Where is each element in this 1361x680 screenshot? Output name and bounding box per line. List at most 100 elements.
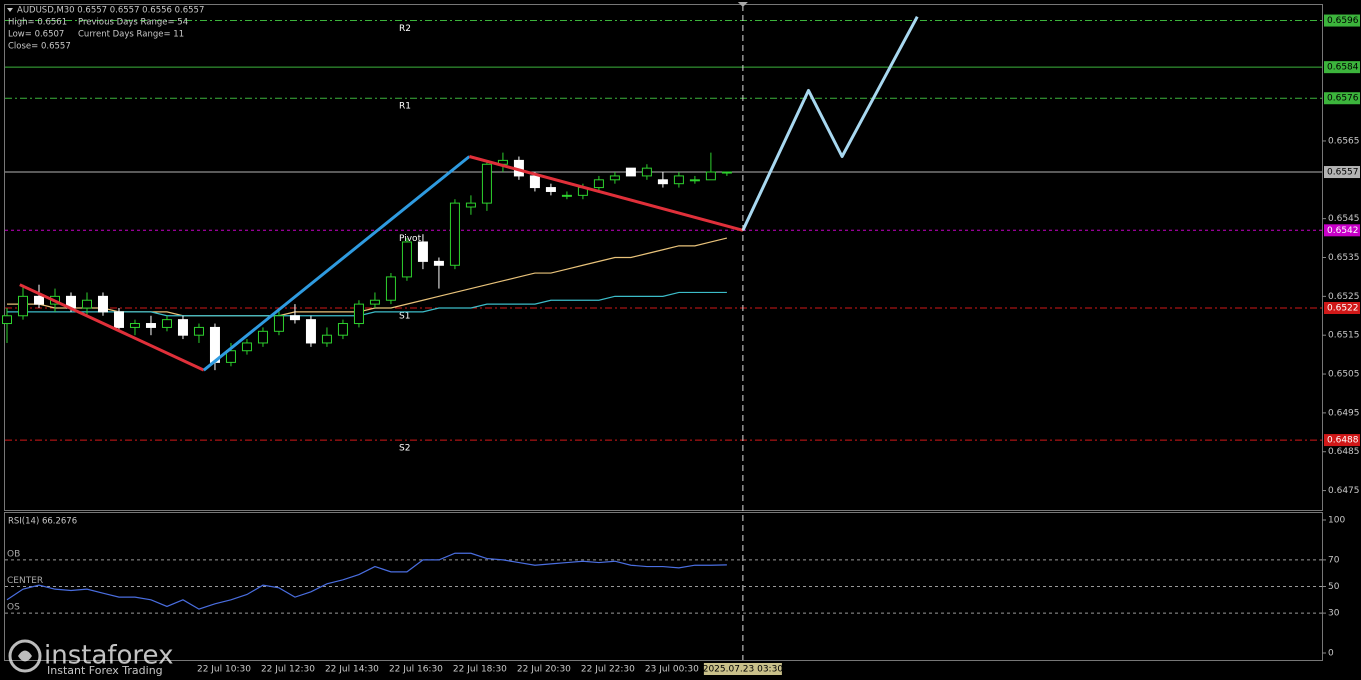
y-tick-label: 0.6565 xyxy=(1328,136,1360,146)
level-box xyxy=(1324,434,1360,447)
candle-body xyxy=(721,171,732,174)
level-name: S2 xyxy=(399,444,410,454)
logo-icon xyxy=(8,639,42,673)
y-tick-label: 0.6485 xyxy=(1328,447,1360,457)
candle-body xyxy=(97,295,108,313)
y-tick-label: 30 xyxy=(1328,609,1340,619)
level-box xyxy=(1324,224,1360,237)
candle-body xyxy=(193,326,204,336)
y-tick-label: 0 xyxy=(1328,649,1334,659)
candle-body xyxy=(673,175,684,185)
x-tick-label: 22 Jul 10:30 xyxy=(197,665,251,675)
candle-body xyxy=(145,323,156,328)
level-name: R1 xyxy=(399,102,411,112)
candle-body xyxy=(593,179,604,189)
info: Close= 0.6557 xyxy=(8,42,71,52)
candle-body xyxy=(529,175,540,189)
candle-body xyxy=(353,303,364,325)
y-tick-label: 0.6495 xyxy=(1328,408,1360,418)
candle-body xyxy=(241,342,252,352)
x-tick-label: 23 Jul 00:30 xyxy=(645,665,699,675)
candle-body xyxy=(337,323,348,336)
level-box xyxy=(1324,92,1360,105)
logo-icon xyxy=(18,650,32,662)
y-tick-label: 50 xyxy=(1328,582,1340,592)
level-name: Pivot xyxy=(399,234,422,244)
header-arrow xyxy=(7,8,13,12)
candle-body xyxy=(321,334,332,344)
y-tick-label: 0.6505 xyxy=(1328,370,1360,380)
level-label: 0.6596 xyxy=(1327,16,1359,26)
x-tick-label: 22 Jul 14:30 xyxy=(325,665,379,675)
trendline xyxy=(468,155,744,232)
candle-body xyxy=(257,330,268,344)
level-name: S1 xyxy=(399,312,410,322)
candle-body xyxy=(369,299,380,305)
y-tick-label: 0.6515 xyxy=(1328,331,1360,341)
info: Low= 0.6507 xyxy=(8,30,64,40)
level-label: 0.6584 xyxy=(1327,63,1359,73)
level-box xyxy=(1324,302,1360,314)
y-tick-label: 0.6475 xyxy=(1328,486,1360,496)
level-box xyxy=(1324,61,1360,74)
cursor-label: 2025.07.23 03:30 xyxy=(703,665,784,675)
candle-body xyxy=(161,319,172,328)
candle-body xyxy=(129,323,140,328)
candle-body xyxy=(33,295,44,305)
candle-body xyxy=(417,241,428,262)
logo-tagline: Instant Forex Trading xyxy=(47,664,163,677)
candle-body xyxy=(273,315,284,332)
level-label: 0.6522 xyxy=(1327,304,1359,314)
trendline xyxy=(202,155,471,372)
rsi-level-label: CENTER xyxy=(7,576,43,586)
rsi-level-label: OB xyxy=(7,549,20,559)
candle-body xyxy=(481,163,492,204)
level-box xyxy=(1324,14,1360,27)
candle-body xyxy=(561,194,572,197)
logo-name: instaforex xyxy=(44,641,173,671)
candle-body xyxy=(17,295,28,317)
y-tick-label: 0.6525 xyxy=(1328,292,1360,302)
candle-body xyxy=(641,167,652,177)
moving-average xyxy=(6,237,728,317)
info: Previous Days Range= 54 xyxy=(78,18,188,28)
candle-body xyxy=(113,311,124,328)
moving-average xyxy=(6,291,727,317)
y-tick-label: 70 xyxy=(1328,555,1340,565)
candle-body xyxy=(305,319,316,344)
level-label: 0.6576 xyxy=(1327,94,1359,104)
x-tick-label: 22 Jul 12:30 xyxy=(261,665,315,675)
x-tick-label: 22 Jul 16:30 xyxy=(389,665,443,675)
x-tick-label: 22 Jul 18:30 xyxy=(453,665,507,675)
trendline xyxy=(19,283,205,372)
level-label: 0.6557 xyxy=(1327,168,1359,178)
candle-body xyxy=(385,276,396,301)
candle-body xyxy=(705,171,716,181)
y-tick-label: 0.6535 xyxy=(1328,253,1360,263)
level-name: R2 xyxy=(399,24,411,34)
rsi-level-label: OS xyxy=(7,603,20,613)
candle-body xyxy=(465,202,476,208)
logo: instaforex Instant Forex Trading xyxy=(8,639,173,677)
candle-body xyxy=(657,179,668,185)
rsi-title: RSI(14) 66.2676 xyxy=(8,517,77,527)
trendline xyxy=(741,15,919,231)
x-tick-label: 22 Jul 22:30 xyxy=(581,665,635,675)
price-panel-frame xyxy=(4,4,1323,511)
header: AUDUSD,M30 0.6557 0.6557 0.6556 0.6557 xyxy=(17,6,204,16)
y-tick-label: 100 xyxy=(1328,516,1345,526)
candle-body xyxy=(433,260,444,266)
cursor-marker xyxy=(737,2,748,7)
candle-body xyxy=(689,179,700,182)
info: Current Days Range= 11 xyxy=(78,30,184,40)
candle-body xyxy=(609,175,620,181)
level-label: 0.6542 xyxy=(1327,226,1359,236)
level-box xyxy=(1324,166,1360,179)
candle-body xyxy=(177,319,188,336)
candle-body xyxy=(401,241,412,278)
level-label: 0.6488 xyxy=(1327,436,1359,446)
cursor-box xyxy=(703,663,782,675)
